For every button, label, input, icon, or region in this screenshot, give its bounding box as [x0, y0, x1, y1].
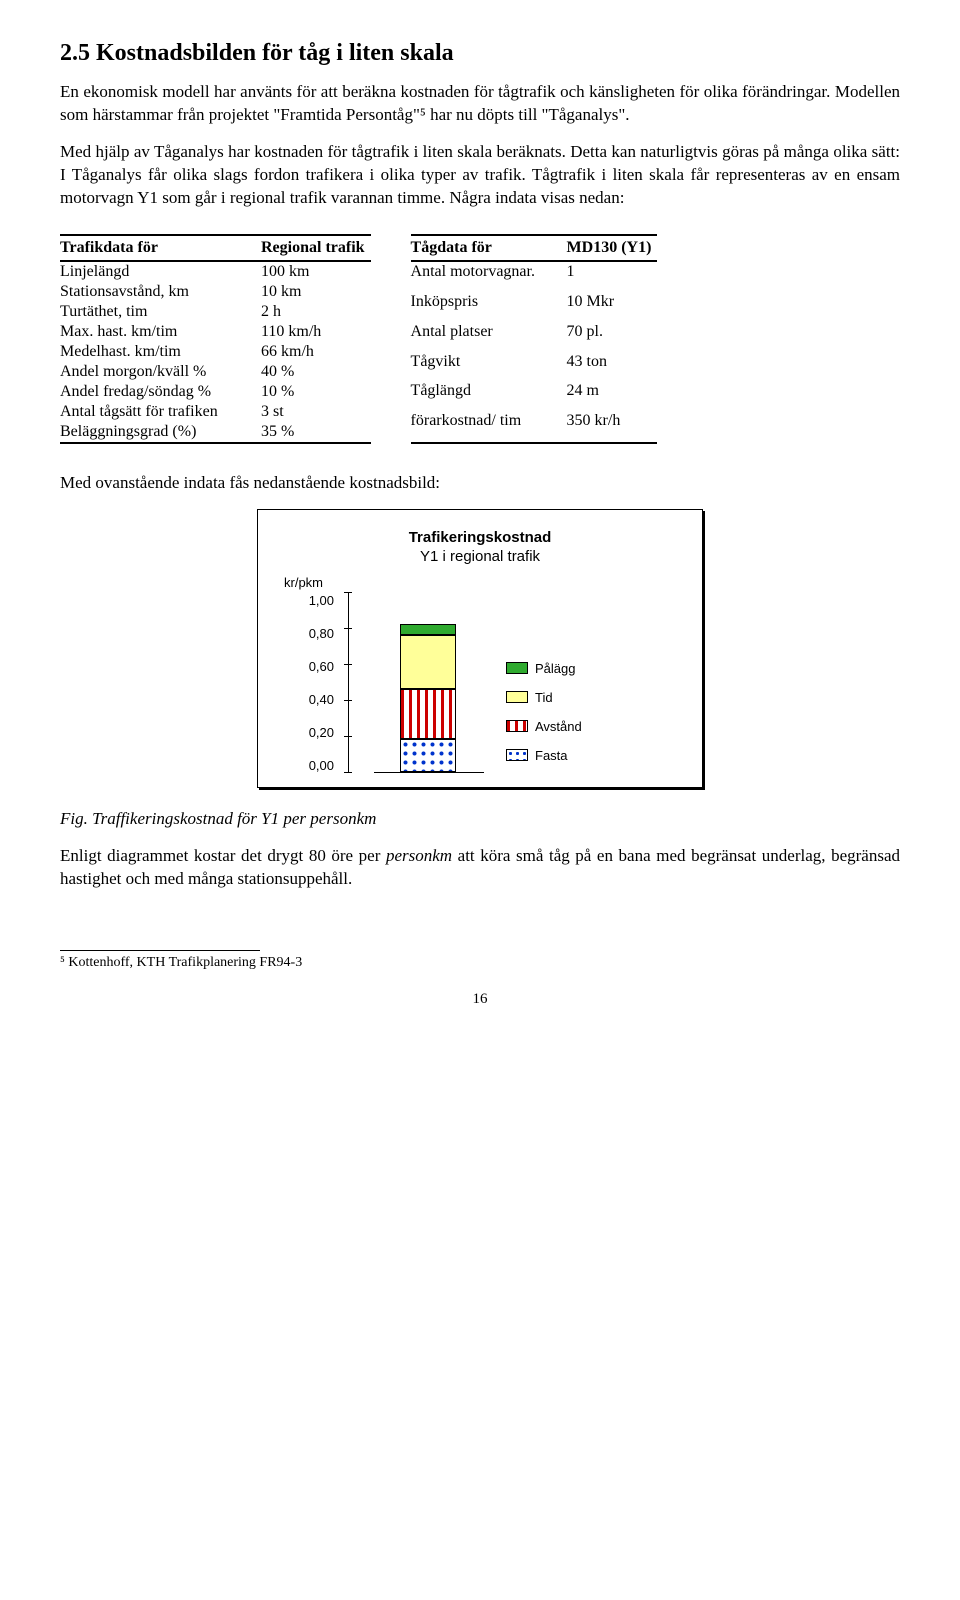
paragraph-2: Med hjälp av Tåganalys har kostnaden för… [60, 141, 900, 210]
chart-title-sub: Y1 i regional trafik [420, 548, 540, 565]
table-cell: Antal platser [411, 322, 567, 352]
table-cell: Beläggningsgrad (%) [60, 422, 261, 443]
footnote: ⁵ Kottenhoff, KTH Trafikplanering FR94-3 [60, 955, 900, 971]
table-cell: Linjelängd [60, 261, 261, 282]
table-row: Turtäthet, tim2 h [60, 302, 371, 322]
cost-chart: Trafikeringskostnad Y1 i regional trafik… [257, 509, 703, 788]
paragraph-1: En ekonomisk modell har använts för att … [60, 81, 900, 127]
legend-item: Avstånd [506, 719, 582, 734]
table-row: Antal motorvagnar.1 [411, 261, 658, 292]
table-cell: Turtäthet, tim [60, 302, 261, 322]
paragraph-3: Med ovanstående indata fås nedanstående … [60, 472, 900, 495]
table-row: Tågvikt43 ton [411, 352, 658, 382]
table-cell: 10 % [261, 382, 371, 402]
chart-y-axis [348, 593, 360, 773]
chart-tick-label: 0,20 [280, 725, 334, 740]
chart-plot-area [374, 592, 484, 773]
paragraph-4: Enligt diagrammet kostar det drygt 80 ör… [60, 845, 900, 891]
table-cell: 70 pl. [567, 322, 658, 352]
table-row: Medelhast. km/tim66 km/h [60, 342, 371, 362]
table-row: Andel morgon/kväll %40 % [60, 362, 371, 382]
table-row: Inköpspris10 Mkr [411, 292, 658, 322]
bar-segment [400, 739, 456, 771]
table-cell: Tåglängd [411, 381, 567, 411]
table-cell: 66 km/h [261, 342, 371, 362]
chart-y-axis-label: kr/pkm [284, 575, 680, 590]
table-cell: förarkostnad/ tim [411, 411, 567, 442]
page-number: 16 [60, 991, 900, 1008]
table-cell: Max. hast. km/tim [60, 322, 261, 342]
table-cell: Stationsavstånd, km [60, 282, 261, 302]
table-cell: 1 [567, 261, 658, 292]
table-cell: 100 km [261, 261, 371, 282]
chart-tick-label: 0,40 [280, 692, 334, 707]
table-cell: 350 kr/h [567, 411, 658, 442]
table-cell: 43 ton [567, 352, 658, 382]
chart-tick-label: 0,80 [280, 626, 334, 641]
table-row: Antal tågsätt för trafiken3 st [60, 402, 371, 422]
table-cell: Antal motorvagnar. [411, 261, 567, 292]
table-header: Tågdata för [411, 235, 567, 261]
bar-segment [400, 635, 456, 689]
legend-item: Pålägg [506, 661, 582, 676]
trafikdata-table: Trafikdata för Regional trafik Linjeläng… [60, 234, 371, 444]
table-cell: 35 % [261, 422, 371, 443]
footnote-separator [60, 950, 260, 951]
chart-tick-label: 0,00 [280, 758, 334, 773]
chart-legend: Pålägg Tid Avstånd Fasta [506, 661, 582, 773]
stacked-bar [400, 624, 456, 772]
legend-swatch [506, 662, 528, 674]
table-header: Regional trafik [261, 235, 371, 261]
table-row: Tåglängd24 m [411, 381, 658, 411]
chart-tick-label: 0,60 [280, 659, 334, 674]
legend-swatch [506, 691, 528, 703]
bar-segment [400, 689, 456, 739]
table-cell: 10 Mkr [567, 292, 658, 322]
section-heading: 2.5 Kostnadsbilden för tåg i liten skala [60, 40, 900, 67]
table-row: Antal platser70 pl. [411, 322, 658, 352]
legend-item: Fasta [506, 748, 582, 763]
legend-label: Avstånd [535, 719, 582, 734]
legend-item: Tid [506, 690, 582, 705]
table-row: Max. hast. km/tim110 km/h [60, 322, 371, 342]
emphasis: personkm [386, 846, 452, 865]
table-cell: Inköpspris [411, 292, 567, 322]
table-cell: Tågvikt [411, 352, 567, 382]
legend-label: Fasta [535, 748, 568, 763]
legend-label: Pålägg [535, 661, 575, 676]
tables-container: Trafikdata för Regional trafik Linjeläng… [60, 234, 900, 444]
legend-swatch [506, 749, 528, 761]
table-cell: 3 st [261, 402, 371, 422]
table-header: MD130 (Y1) [567, 235, 658, 261]
tagdata-table: Tågdata för MD130 (Y1) Antal motorvagnar… [411, 234, 658, 444]
table-cell: Andel morgon/kväll % [60, 362, 261, 382]
table-cell: 110 km/h [261, 322, 371, 342]
chart-title-bold: Trafikeringskostnad [280, 528, 680, 548]
table-cell: 10 km [261, 282, 371, 302]
table-cell: Medelhast. km/tim [60, 342, 261, 362]
chart-title: Trafikeringskostnad Y1 i regional trafik [280, 528, 680, 567]
table-cell: 24 m [567, 381, 658, 411]
bar-segment [400, 624, 456, 635]
table-row: förarkostnad/ tim350 kr/h [411, 411, 658, 442]
table-row: Andel fredag/söndag %10 % [60, 382, 371, 402]
legend-swatch [506, 720, 528, 732]
table-header: Trafikdata för [60, 235, 261, 261]
chart-y-ticks: 1,00 0,80 0,60 0,40 0,20 0,00 [280, 593, 334, 773]
table-row: Beläggningsgrad (%)35 % [60, 422, 371, 443]
chart-tick-label: 1,00 [280, 593, 334, 608]
table-cell: 2 h [261, 302, 371, 322]
table-cell: Antal tågsätt för trafiken [60, 402, 261, 422]
table-cell: 40 % [261, 362, 371, 382]
legend-label: Tid [535, 690, 553, 705]
figure-caption: Fig. Traffikeringskostnad för Y1 per per… [60, 808, 900, 831]
table-cell: Andel fredag/söndag % [60, 382, 261, 402]
table-row: Linjelängd100 km [60, 261, 371, 282]
table-row: Stationsavstånd, km10 km [60, 282, 371, 302]
